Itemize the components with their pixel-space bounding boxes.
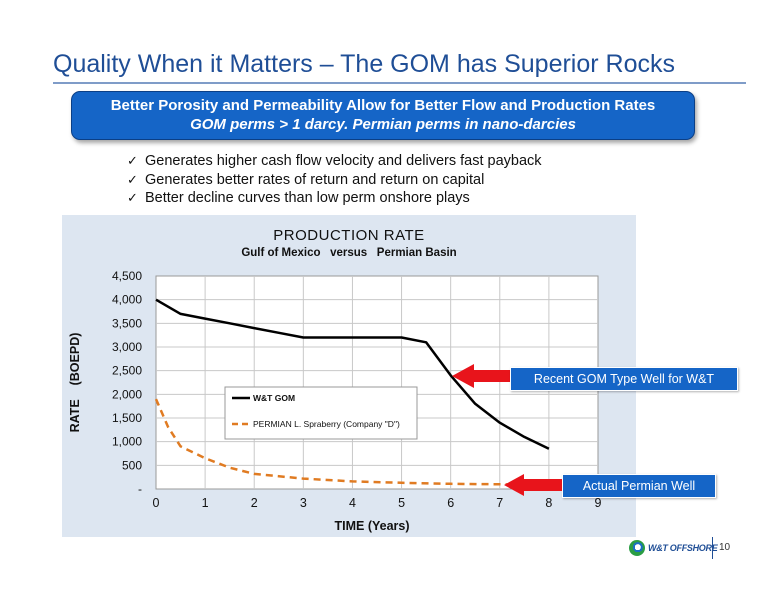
- bullet-text: Generates higher cash flow velocity and …: [145, 153, 542, 169]
- y-tick-label: 2,000: [112, 387, 142, 401]
- footer-divider: [712, 537, 713, 559]
- permian-series-line: [154, 398, 525, 486]
- summary-banner: Better Porosity and Permeability Allow f…: [71, 91, 695, 140]
- bullet-item: ✓ Generates better rates of return and re…: [127, 171, 542, 190]
- x-tick-label: 2: [251, 496, 258, 510]
- legend-box: [224, 386, 418, 440]
- y-tick-label: 500: [122, 458, 142, 472]
- y-tick-label: 1,500: [112, 411, 142, 425]
- x-tick-label: 9: [595, 496, 602, 510]
- bullet-text: Better decline curves than low perm onsh…: [145, 190, 470, 206]
- y-tick-label: 2,500: [112, 364, 142, 378]
- y-tick-label: 3,500: [112, 316, 142, 330]
- checkmark-icon: ✓: [127, 191, 138, 206]
- x-tick-label: 0: [153, 496, 160, 510]
- legend-gom-label: W&T GOM: [253, 393, 295, 403]
- banner-headline: Better Porosity and Permeability Allow f…: [110, 97, 656, 114]
- banner-subline: GOM perms > 1 darcy. Permian perms in na…: [190, 116, 576, 133]
- y-tick-label: -: [138, 482, 142, 496]
- y-tick-label: 1,000: [112, 435, 142, 449]
- x-tick-label: 5: [398, 496, 405, 510]
- bullet-list: ✓ Generates higher cash flow velocity and…: [127, 152, 542, 208]
- page-number: 10: [719, 542, 731, 553]
- gom-series-line: [155, 298, 550, 450]
- x-tick-label: 7: [496, 496, 503, 510]
- bullet-item: ✓ Better decline curves than low perm ons…: [127, 189, 542, 208]
- x-tick-label: 6: [447, 496, 454, 510]
- checkmark-icon: ✓: [127, 172, 138, 188]
- legend-permian-label: PERMIAN L. Spraberry (Company "D"): [253, 419, 400, 429]
- checkmark-icon: ✓: [127, 154, 138, 169]
- title-divider: [53, 82, 746, 84]
- x-tick-label: 8: [545, 496, 552, 510]
- y-tick-label: 3,000: [112, 340, 142, 354]
- y-axis-label: RATE (BOEPD): [68, 333, 82, 433]
- x-tick-label: 1: [202, 496, 209, 510]
- chart-subtitle: Gulf of Mexico versus Permian Basin: [241, 247, 456, 259]
- y-tick-label: 4,500: [112, 269, 142, 283]
- slide-title: Quality When it Matters – The GOM has Su…: [53, 50, 675, 78]
- x-axis-label: TIME (Years): [334, 519, 409, 533]
- bullet-item: ✓ Generates higher cash flow velocity and…: [127, 152, 542, 171]
- gom-callout: Recent GOM Type Well for W&T: [510, 367, 738, 391]
- company-logo: W&T OFFSHORE: [629, 538, 718, 558]
- x-tick-label: 3: [300, 496, 307, 510]
- chart-title: PRODUCTION RATE: [273, 227, 424, 244]
- y-tick-label: 4,000: [112, 293, 142, 307]
- permian-callout: Actual Permian Well: [562, 474, 716, 498]
- bullet-text: Generates better rates of return and ret…: [145, 171, 485, 188]
- logo-wordmark: W&T OFFSHORE: [648, 543, 718, 553]
- logo-icon: [629, 540, 645, 556]
- x-tick-label: 4: [349, 496, 356, 510]
